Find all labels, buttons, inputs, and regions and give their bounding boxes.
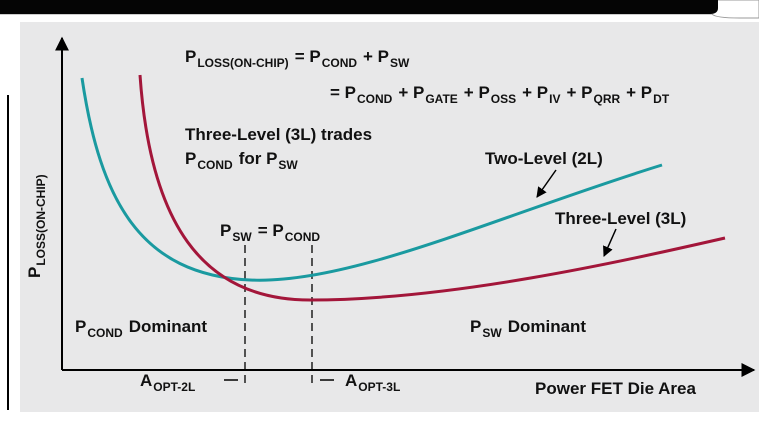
text-part: + P xyxy=(626,83,652,102)
y-axis-label: P LOSS(ON-CHIP) xyxy=(25,174,48,278)
subscript: LOSS(ON-CHIP) xyxy=(197,56,288,70)
three-level-pointer xyxy=(603,228,617,257)
region-label: PSW Dominant xyxy=(470,317,586,340)
subscript: COND xyxy=(322,56,358,70)
text-part: A xyxy=(140,371,152,390)
subscript: SW xyxy=(482,326,502,340)
subscript: OPT-2L xyxy=(153,380,195,394)
note-line: PCOND for PSW xyxy=(185,149,298,172)
text-part: P xyxy=(25,267,44,278)
text-part: = P xyxy=(330,83,356,102)
text-part: Dominant xyxy=(129,317,208,336)
subscript: OSS xyxy=(491,92,516,106)
region-label: PCOND Dominant xyxy=(75,317,207,340)
subscript: DT xyxy=(653,92,670,106)
subscript: COND xyxy=(285,230,321,244)
text-part: Power FET Die Area xyxy=(535,379,696,398)
optimum-label: AOPT-2L xyxy=(140,371,195,394)
optimum-label: AOPT-3L xyxy=(345,371,400,394)
text-part: Two-Level (2L) xyxy=(485,149,603,168)
text-part: + P xyxy=(566,83,592,102)
subscript: GATE xyxy=(425,92,457,106)
subscript: SW xyxy=(390,56,410,70)
top-bar xyxy=(0,0,718,14)
text-part: + P xyxy=(363,47,389,66)
text-part: P xyxy=(470,317,481,336)
text-part: P xyxy=(185,149,196,168)
text-part: P xyxy=(185,47,196,66)
text-part: Three-Level (3L) trades xyxy=(185,125,372,144)
equation-line: PLOSS(ON-CHIP) = PCOND + PSW xyxy=(185,47,410,70)
note-line: Three-Level (3L) trades xyxy=(185,125,372,144)
subscript: COND xyxy=(357,92,393,106)
subscript: QRR xyxy=(593,92,620,106)
text-part: for P xyxy=(239,149,278,168)
subscript: OPT-3L xyxy=(358,380,400,394)
subscript: SW xyxy=(278,158,298,172)
text-part: P xyxy=(75,317,86,336)
curve-label: Three-Level (3L) xyxy=(555,209,686,228)
text-part: + P xyxy=(522,83,548,102)
text-part: Three-Level (3L) xyxy=(555,209,686,228)
text-part: + P xyxy=(398,83,424,102)
text-part: = P xyxy=(258,221,284,240)
curve-label: Two-Level (2L) xyxy=(485,149,603,168)
three-level-curve xyxy=(138,74,726,302)
text-part: = P xyxy=(295,47,321,66)
text-part: A xyxy=(345,371,357,390)
text-part: Dominant xyxy=(508,317,587,336)
equation-line: = PCOND + PGATE + POSS + PIV + PQRR + PDT xyxy=(330,83,670,106)
subscript: LOSS(ON-CHIP) xyxy=(34,174,48,265)
subscript: COND xyxy=(87,326,123,340)
subscript: COND xyxy=(197,158,233,172)
x-axis-label: Power FET Die Area xyxy=(535,379,696,398)
subscript: SW xyxy=(232,230,252,244)
text-part: + P xyxy=(464,83,490,102)
panel xyxy=(20,22,759,412)
two-level-curve xyxy=(80,77,663,282)
subscript: IV xyxy=(549,92,560,106)
crossover-label: PSW = PCOND xyxy=(220,221,320,244)
text-part: P xyxy=(220,221,231,240)
two-level-pointer xyxy=(536,169,557,198)
